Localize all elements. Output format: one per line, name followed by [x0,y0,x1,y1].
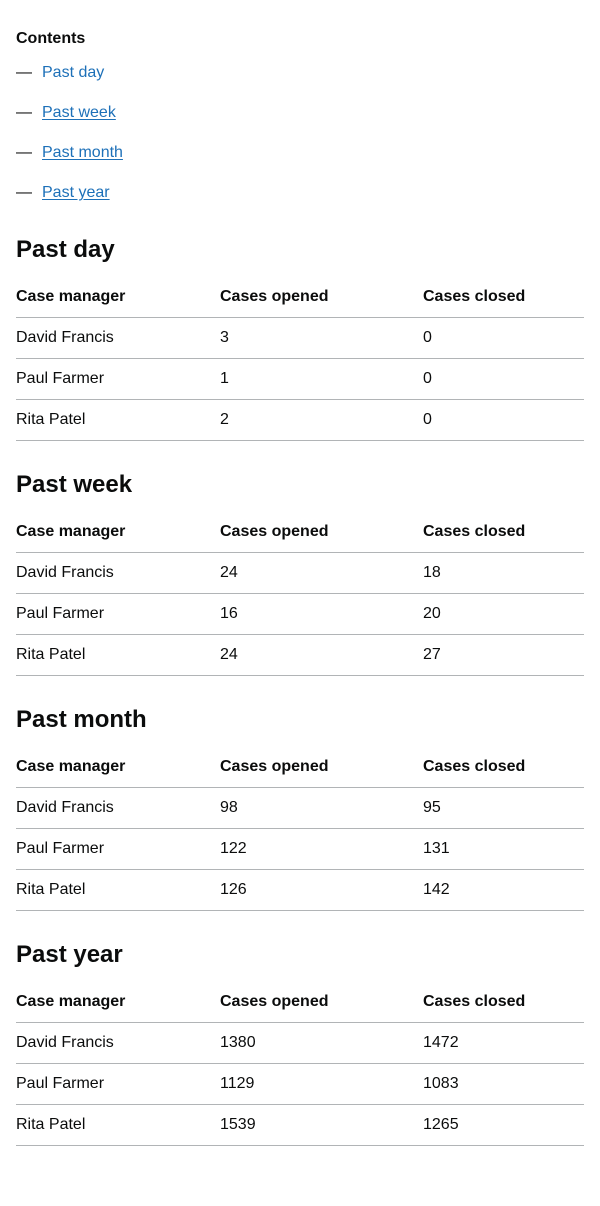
contents-link-past-month[interactable]: Past month [42,144,123,161]
cell-cases-closed: 1265 [423,1104,584,1146]
contents-item-past-week: — Past week [16,103,584,123]
table-header-row: Case manager Cases opened Cases closed [16,747,584,788]
cell-cases-closed: 27 [423,634,584,676]
header-case-manager: Case manager [16,747,220,788]
dash: — [16,144,32,161]
cell-case-manager: Paul Farmer [16,1063,220,1105]
dash: — [16,104,32,121]
cell-case-manager: Paul Farmer [16,358,220,400]
header-cases-opened: Cases opened [220,512,423,553]
contents-list: — Past day — Past week — Past month — Pa… [16,63,584,203]
section-past-day: Past day Case manager Cases opened Cases… [16,235,584,441]
cell-case-manager: David Francis [16,1022,220,1064]
table-row: Paul Farmer 1129 1083 [16,1063,584,1105]
cell-cases-closed: 1472 [423,1022,584,1064]
table-row: Paul Farmer 122 131 [16,828,584,870]
cell-case-manager: Paul Farmer [16,828,220,870]
header-case-manager: Case manager [16,982,220,1023]
cell-cases-opened: 1 [220,358,423,400]
contents-nav: Contents — Past day — Past week — Past m… [16,0,584,203]
table-header-row: Case manager Cases opened Cases closed [16,512,584,553]
cell-case-manager: David Francis [16,317,220,359]
table-row: Rita Patel 24 27 [16,634,584,676]
contents-item-past-day: — Past day [16,63,584,83]
section-title: Past week [16,471,133,498]
table-row: Rita Patel 126 142 [16,869,584,911]
cell-cases-opened: 3 [220,317,423,359]
table-row: David Francis 1380 1472 [16,1022,584,1064]
contents-item-past-month: — Past month [16,143,584,163]
cell-cases-opened: 16 [220,593,423,635]
contents-title: Contents [16,30,86,47]
cell-cases-opened: 126 [220,869,423,911]
cell-cases-closed: 0 [423,358,584,400]
header-cases-opened: Cases opened [220,982,423,1023]
cell-case-manager: Rita Patel [16,1104,220,1146]
cell-cases-closed: 142 [423,869,584,911]
header-cases-closed: Cases closed [423,277,584,318]
cell-case-manager: David Francis [16,787,220,829]
cell-cases-opened: 1539 [220,1104,423,1146]
contents-item-past-year: — Past year [16,183,584,203]
dash: — [16,64,32,81]
section-past-year: Past year Case manager Cases opened Case… [16,940,584,1146]
cell-cases-closed: 20 [423,593,584,635]
table-row: Rita Patel 2 0 [16,399,584,441]
cell-case-manager: Rita Patel [16,399,220,441]
header-case-manager: Case manager [16,512,220,553]
cell-cases-opened: 2 [220,399,423,441]
table-row: David Francis 3 0 [16,317,584,359]
cell-cases-opened: 24 [220,552,423,594]
cell-cases-opened: 122 [220,828,423,870]
section-title: Past year [16,941,123,968]
table-row: David Francis 98 95 [16,787,584,829]
cell-case-manager: Paul Farmer [16,593,220,635]
table-header-row: Case manager Cases opened Cases closed [16,982,584,1023]
cell-cases-closed: 1083 [423,1063,584,1105]
table-row: Rita Patel 1539 1265 [16,1104,584,1146]
header-cases-opened: Cases opened [220,277,423,318]
cases-table: Case manager Cases opened Cases closed D… [16,747,584,911]
page: Contents — Past day — Past week — Past m… [16,0,584,1146]
table-row: Paul Farmer 16 20 [16,593,584,635]
header-cases-closed: Cases closed [423,747,584,788]
dash: — [16,184,32,201]
cell-cases-opened: 24 [220,634,423,676]
contents-link-past-year[interactable]: Past year [42,184,110,201]
header-cases-closed: Cases closed [423,982,584,1023]
cell-cases-closed: 0 [423,399,584,441]
cell-cases-opened: 98 [220,787,423,829]
section-past-month: Past month Case manager Cases opened Cas… [16,705,584,911]
cell-cases-closed: 18 [423,552,584,594]
header-case-manager: Case manager [16,277,220,318]
section-past-week: Past week Case manager Cases opened Case… [16,470,584,676]
header-cases-closed: Cases closed [423,512,584,553]
contents-link-past-day[interactable]: Past day [42,64,105,81]
cell-cases-closed: 131 [423,828,584,870]
table-row: David Francis 24 18 [16,552,584,594]
cases-table: Case manager Cases opened Cases closed D… [16,982,584,1146]
cell-cases-opened: 1129 [220,1063,423,1105]
header-cases-opened: Cases opened [220,747,423,788]
cell-case-manager: David Francis [16,552,220,594]
cell-case-manager: Rita Patel [16,634,220,676]
contents-link-past-week[interactable]: Past week [42,104,116,121]
cases-table: Case manager Cases opened Cases closed D… [16,277,584,441]
section-title: Past day [16,236,115,263]
cell-cases-opened: 1380 [220,1022,423,1064]
cases-table: Case manager Cases opened Cases closed D… [16,512,584,676]
section-title: Past month [16,706,147,733]
table-row: Paul Farmer 1 0 [16,358,584,400]
table-header-row: Case manager Cases opened Cases closed [16,277,584,318]
cell-case-manager: Rita Patel [16,869,220,911]
cell-cases-closed: 95 [423,787,584,829]
cell-cases-closed: 0 [423,317,584,359]
